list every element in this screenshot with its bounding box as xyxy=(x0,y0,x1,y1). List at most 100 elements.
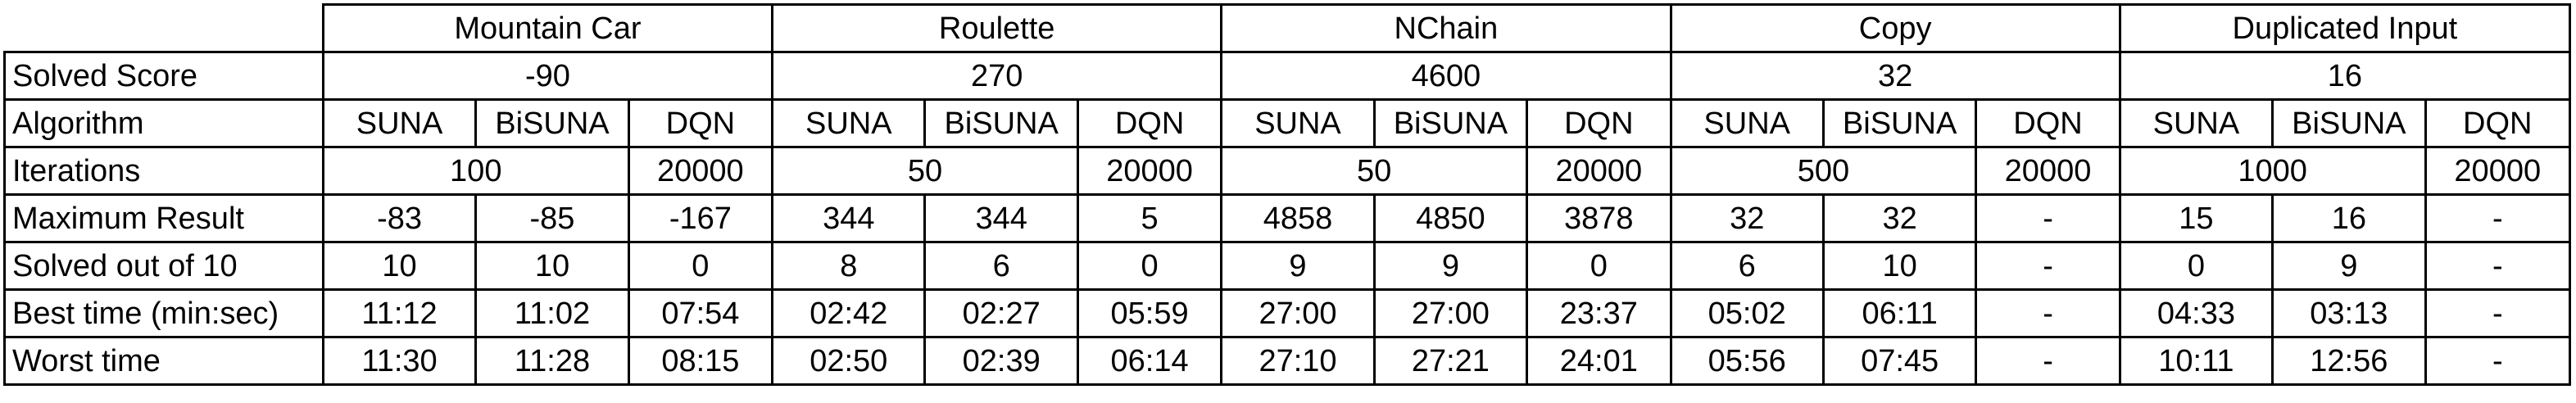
row-label-best-time: Best time (min:sec) xyxy=(3,288,324,338)
table-cell: -83 xyxy=(321,193,478,243)
table-cell: 02:39 xyxy=(923,336,1079,386)
table-row-worst-time: Worst time 11:30 11:28 08:15 02:50 02:39… xyxy=(3,336,2572,386)
table-cell: 11:02 xyxy=(474,288,630,338)
table-cell: 27:21 xyxy=(1372,336,1529,386)
table-cell: 07:54 xyxy=(627,288,774,338)
env-header-copy: Copy xyxy=(1669,3,2121,53)
table-cell: 20000 xyxy=(627,146,774,196)
table-cell: 100 xyxy=(321,146,630,196)
table-cell: 05:59 xyxy=(1076,288,1223,338)
table-cell: 0 xyxy=(2118,241,2274,291)
table-row-iterations: Iterations 100 20000 50 20000 50 20000 5… xyxy=(3,146,2572,196)
env-header-nchain: NChain xyxy=(1220,3,1672,53)
environment-header-row: Mountain Car Roulette NChain Copy Duplic… xyxy=(4,3,2572,53)
table-cell: 20000 xyxy=(1526,146,1672,196)
table-cell: 12:56 xyxy=(2271,336,2427,386)
table-cell: SUNA xyxy=(771,98,927,148)
table-cell: SUNA xyxy=(1669,98,1825,148)
table-cell: 16 xyxy=(2271,193,2427,243)
table-cell: 27:00 xyxy=(1220,288,1376,338)
table-cell: 6 xyxy=(923,241,1079,291)
table-cell: 50 xyxy=(771,146,1079,196)
table-cell: 344 xyxy=(771,193,927,243)
table-cell: 9 xyxy=(2271,241,2427,291)
table-cell: 6 xyxy=(1669,241,1825,291)
table-cell: -90 xyxy=(321,51,774,101)
table-cell: - xyxy=(1975,241,2121,291)
table-cell: 07:45 xyxy=(1821,336,1978,386)
row-label-solved-score: Solved Score xyxy=(3,51,324,101)
table-cell: 04:33 xyxy=(2118,288,2274,338)
table-cell: SUNA xyxy=(321,98,478,148)
table-cell: 9 xyxy=(1372,241,1529,291)
table-cell: 06:11 xyxy=(1821,288,1978,338)
table-row-best-time: Best time (min:sec) 11:12 11:02 07:54 02… xyxy=(3,288,2572,338)
table-cell: 11:30 xyxy=(321,336,478,386)
table-cell: 32 xyxy=(1669,51,2121,101)
table-cell: 9 xyxy=(1220,241,1376,291)
table-cell: BiSUNA xyxy=(474,98,630,148)
table-cell: SUNA xyxy=(1220,98,1376,148)
table-cell: - xyxy=(1975,288,2121,338)
row-label-solved-out-of-10: Solved out of 10 xyxy=(3,241,324,291)
table-cell: 10 xyxy=(474,241,630,291)
row-label-maximum-result: Maximum Result xyxy=(3,193,324,243)
table-cell: - xyxy=(2424,288,2572,338)
table-cell: DQN xyxy=(1076,98,1223,148)
row-label-worst-time: Worst time xyxy=(3,336,324,386)
table-cell: - xyxy=(1975,193,2121,243)
table-cell: 50 xyxy=(1220,146,1529,196)
table-cell: BiSUNA xyxy=(923,98,1079,148)
table-cell: BiSUNA xyxy=(1821,98,1978,148)
table-cell: 344 xyxy=(923,193,1079,243)
table-cell: 0 xyxy=(1076,241,1223,291)
table-cell: 4858 xyxy=(1220,193,1376,243)
table-cell: 4600 xyxy=(1220,51,1672,101)
table-cell: 16 xyxy=(2118,51,2572,101)
table-cell: 10:11 xyxy=(2118,336,2274,386)
table-row-maximum-result: Maximum Result -83 -85 -167 344 344 5 48… xyxy=(3,193,2572,243)
table-cell: 5 xyxy=(1076,193,1223,243)
table-cell: 23:37 xyxy=(1526,288,1672,338)
results-table: Mountain Car Roulette NChain Copy Duplic… xyxy=(3,3,2572,386)
table-cell: 10 xyxy=(321,241,478,291)
table-cell: 03:13 xyxy=(2271,288,2427,338)
env-header-mountain-car: Mountain Car xyxy=(321,3,774,53)
table-cell: 05:02 xyxy=(1669,288,1825,338)
table-cell: BiSUNA xyxy=(2271,98,2427,148)
table-row-algorithm: Algorithm SUNA BiSUNA DQN SUNA BiSUNA DQ… xyxy=(3,98,2572,148)
env-header-duplicated-input: Duplicated Input xyxy=(2118,3,2572,53)
table-cell: 06:14 xyxy=(1076,336,1223,386)
table-cell: 3878 xyxy=(1526,193,1672,243)
table-cell: DQN xyxy=(1526,98,1672,148)
table-cell: 02:50 xyxy=(771,336,927,386)
table-cell: -167 xyxy=(627,193,774,243)
table-cell: 02:27 xyxy=(923,288,1079,338)
table-cell: BiSUNA xyxy=(1372,98,1529,148)
table-cell: 20000 xyxy=(1076,146,1223,196)
table-cell: 32 xyxy=(1821,193,1978,243)
table-cell: 05:56 xyxy=(1669,336,1825,386)
table-cell: 27:10 xyxy=(1220,336,1376,386)
table-cell: 02:42 xyxy=(771,288,927,338)
table-cell: 15 xyxy=(2118,193,2274,243)
table-cell: 4850 xyxy=(1372,193,1529,243)
env-header-roulette: Roulette xyxy=(771,3,1223,53)
row-label-algorithm: Algorithm xyxy=(3,98,324,148)
table-cell: 27:00 xyxy=(1372,288,1529,338)
table-cell: 500 xyxy=(1669,146,1978,196)
table-cell: - xyxy=(2424,241,2572,291)
table-cell: 0 xyxy=(1526,241,1672,291)
table-cell: 0 xyxy=(627,241,774,291)
table-cell: 20000 xyxy=(2424,146,2572,196)
row-label-iterations: Iterations xyxy=(3,146,324,196)
table-cell: 08:15 xyxy=(627,336,774,386)
table-cell: - xyxy=(2424,336,2572,386)
table-cell: 1000 xyxy=(2118,146,2427,196)
table-cell: -85 xyxy=(474,193,630,243)
table-cell: SUNA xyxy=(2118,98,2274,148)
table-row-solved-score: Solved Score -90 270 4600 32 16 xyxy=(3,51,2572,101)
table-cell: DQN xyxy=(627,98,774,148)
table-cell: - xyxy=(1975,336,2121,386)
table-cell: 270 xyxy=(771,51,1223,101)
